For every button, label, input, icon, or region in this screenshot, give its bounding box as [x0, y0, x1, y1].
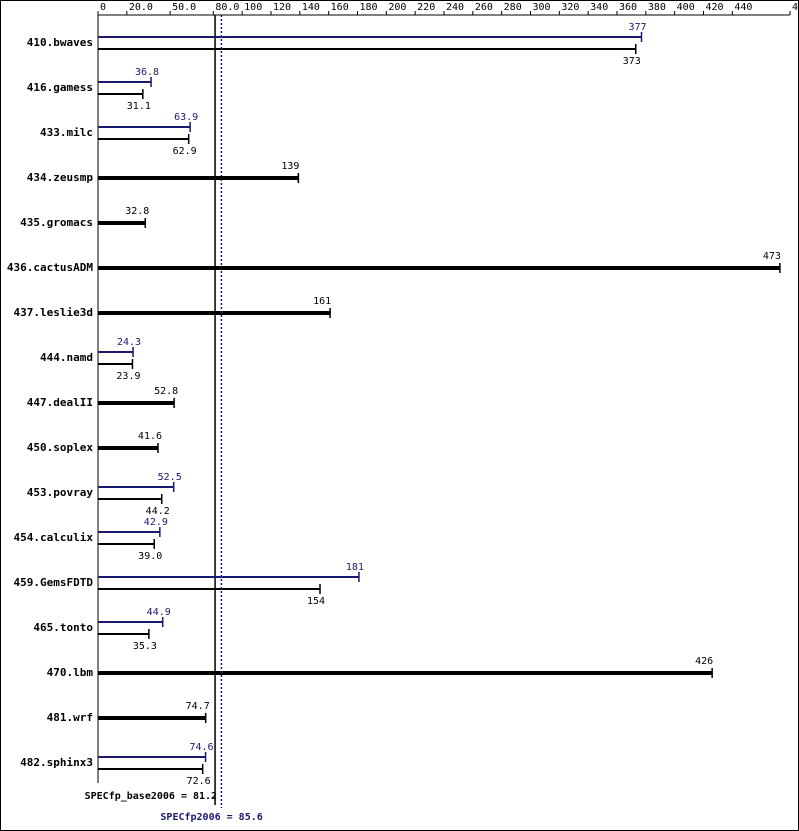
value-label: 24.3 [117, 337, 141, 348]
value-label: 32.8 [125, 206, 149, 217]
x-tick-label: 160 [331, 2, 349, 13]
x-tick-label: 340 [590, 2, 608, 13]
category-label cat: 437.leslie3d [14, 306, 93, 319]
reference-label: SPECfp2006 = 85.6 [160, 812, 262, 823]
x-tick-label: 80.0 [215, 2, 239, 13]
category-label cat: 436.cactusADM [7, 261, 93, 274]
value-label: 23.9 [116, 371, 140, 382]
category-label cat: 410.bwaves [27, 36, 93, 49]
value-label: 41.6 [138, 431, 162, 442]
x-tick-label: 0 [100, 2, 106, 13]
category-label cat: 433.milc [40, 126, 93, 139]
x-tick-label: 120 [273, 2, 291, 13]
value-label: 139 [281, 161, 299, 172]
x-tick-label: 20.0 [129, 2, 153, 13]
category-label cat: 447.dealII [27, 396, 93, 409]
x-tick-label: 100 [244, 2, 262, 13]
value-label: 72.6 [187, 776, 211, 787]
value-label: 74.7 [186, 701, 210, 712]
x-tick-label: 400 [677, 2, 695, 13]
category-label cat: 459.GemsFDTD [14, 576, 94, 589]
x-tick-label: 480 [792, 2, 799, 13]
value-label: 36.8 [135, 67, 159, 78]
value-label: 44.9 [147, 607, 171, 618]
value-label: 426 [695, 656, 713, 667]
category-label cat: 454.calculix [14, 531, 94, 544]
x-tick-label: 420 [706, 2, 724, 13]
x-tick-label: 220 [417, 2, 435, 13]
value-label: 44.2 [146, 506, 170, 517]
value-label: 473 [763, 251, 781, 262]
category-label cat: 465.tonto [33, 621, 93, 634]
category-label cat: 434.zeusmp [27, 171, 94, 184]
x-tick-label: 300 [533, 2, 551, 13]
x-tick-label: 140 [302, 2, 320, 13]
category-label cat: 470.lbm [47, 666, 94, 679]
value-label: 373 [623, 56, 641, 67]
x-tick-label: 240 [446, 2, 464, 13]
value-label: 161 [313, 296, 331, 307]
x-tick-label: 180 [360, 2, 378, 13]
category-label cat: 416.gamess [27, 81, 93, 94]
category-label cat: 450.soplex [27, 441, 94, 454]
x-tick-label: 320 [561, 2, 579, 13]
value-label: 181 [346, 562, 364, 573]
category-label cat: 435.gromacs [20, 216, 93, 229]
value-label: 42.9 [144, 517, 168, 528]
x-tick-label: 50.0 [172, 2, 196, 13]
value-label: 377 [628, 22, 646, 33]
value-label: 31.1 [127, 101, 151, 112]
x-tick-label: 360 [619, 2, 637, 13]
x-tick-label: 380 [648, 2, 666, 13]
x-tick-label: 200 [388, 2, 406, 13]
value-label: 62.9 [173, 146, 197, 157]
value-label: 63.9 [174, 112, 198, 123]
value-label: 35.3 [133, 641, 157, 652]
value-label: 52.8 [154, 386, 178, 397]
value-label: 39.0 [138, 551, 162, 562]
value-label: 74.6 [190, 742, 214, 753]
value-label: 52.5 [158, 472, 182, 483]
value-label: 154 [307, 596, 325, 607]
x-tick-label: 280 [504, 2, 522, 13]
category-label cat: 444.namd [40, 351, 93, 364]
category-label cat: 481.wrf [47, 711, 93, 724]
x-tick-label: 440 [734, 2, 752, 13]
x-tick-label: 260 [475, 2, 493, 13]
reference-label: SPECfp_base2006 = 81.2 [85, 791, 217, 802]
category-label cat: 482.sphinx3 [20, 756, 93, 769]
category-label cat: 453.povray [27, 486, 94, 499]
